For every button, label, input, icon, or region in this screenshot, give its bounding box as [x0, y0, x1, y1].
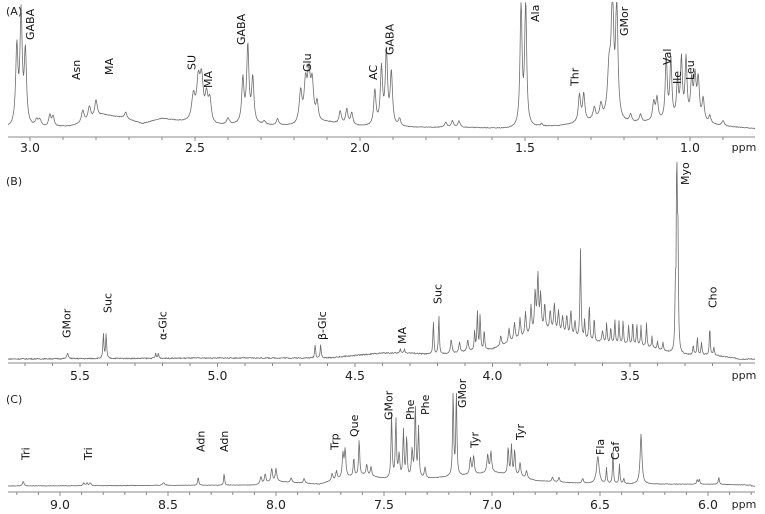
peak-annotation: MA — [202, 71, 215, 88]
peak-annotation: GABA — [384, 23, 397, 55]
peak-annotation: Suc — [102, 293, 115, 313]
peak-annotation: Que — [348, 414, 361, 437]
peak-annotation: Tyr — [469, 431, 482, 449]
x-axis-tick-label: 5.0 — [208, 368, 228, 383]
x-axis-unit-label: ppm — [732, 141, 757, 154]
panel-b-spectrum: (B) 5.5 5.0 4.5 4.0 3.5 ppm GMor Suc α-Glc β-Glc MA… — [6, 161, 757, 383]
peak-annotation: GABA — [24, 8, 37, 40]
peak-annotation: AC — [367, 65, 380, 80]
x-axis-tick-label: 6.5 — [590, 497, 610, 512]
x-axis-tick-label: 7.0 — [482, 497, 502, 512]
peak-annotation: GMor — [60, 308, 73, 338]
peak-annotation: Caf — [609, 441, 622, 460]
x-axis-tick-label: 4.5 — [345, 368, 365, 383]
peak-annotation: Tyr — [514, 423, 527, 441]
x-axis-unit-label: ppm — [732, 369, 757, 382]
peak-annotation: Phe — [404, 399, 417, 420]
peak-annotation: GABA — [235, 13, 248, 45]
peak-annotation: Ala — [529, 5, 542, 22]
peak-annotation: Fla — [594, 439, 607, 455]
panel-label: (B) — [6, 175, 22, 188]
x-axis-tick-label: 3.0 — [20, 140, 40, 155]
peak-annotation: Phe — [419, 394, 432, 415]
x-axis-tick-label: 8.0 — [266, 497, 286, 512]
x-axis-tick-label: 2.5 — [185, 140, 205, 155]
peak-annotation: Tri — [82, 447, 95, 461]
x-axis-tick-label: 3.5 — [620, 368, 640, 383]
x-axis-tick-label: 5.5 — [70, 368, 90, 383]
x-axis-tick-label: 1.5 — [515, 140, 535, 155]
peak-annotation: MA — [103, 58, 116, 75]
peak-annotation: MA — [396, 327, 409, 344]
peak-annotation: Trp — [328, 433, 341, 451]
x-axis-tick-label: 7.5 — [374, 497, 394, 512]
peak-annotation: β-Glc — [316, 311, 329, 340]
panel-c-spectrum: (C) 9.0 8.5 8.0 7.5 7.0 6.5 6.0 ppm Tri Tri Adn Adn T… — [6, 378, 756, 512]
peak-annotation: Cho — [707, 286, 720, 308]
peak-annotation: GMor — [382, 390, 395, 420]
peak-annotation: Leu — [684, 60, 697, 80]
x-axis-tick-label: 2.0 — [350, 140, 370, 155]
spectrum-trace — [7, 392, 756, 487]
peak-annotation: Asn — [70, 60, 83, 80]
peak-annotation: GMor — [618, 6, 631, 36]
peak-annotation: Adn — [194, 431, 207, 452]
peak-annotation: SU — [186, 55, 199, 70]
spectrum-trace — [7, 161, 756, 360]
peak-annotation: Glu — [301, 53, 314, 72]
x-axis-tick-label: 8.5 — [158, 497, 178, 512]
panel-label: (C) — [6, 393, 22, 406]
spectrum-trace — [7, 2, 756, 130]
x-axis-tick-label: 6.0 — [698, 497, 718, 512]
peak-annotation: Suc — [432, 284, 445, 304]
peak-annotation: Tri — [19, 447, 32, 461]
x-axis-tick-label: 1.0 — [680, 140, 700, 155]
peak-annotation: GMor — [456, 378, 469, 408]
peak-annotation: Thr — [569, 67, 582, 87]
peak-annotation: Myo — [679, 162, 692, 185]
x-axis-tick-label: 9.0 — [50, 497, 70, 512]
x-axis-tick-label: 4.0 — [483, 368, 503, 383]
peak-annotation: α-Glc — [157, 311, 170, 340]
x-axis-unit-label: ppm — [732, 498, 757, 511]
peak-annotation: Ile — [671, 71, 684, 84]
peak-annotation: Adn — [218, 431, 231, 452]
panel-label: (A) — [6, 5, 22, 18]
peak-annotation: Val — [661, 49, 674, 65]
